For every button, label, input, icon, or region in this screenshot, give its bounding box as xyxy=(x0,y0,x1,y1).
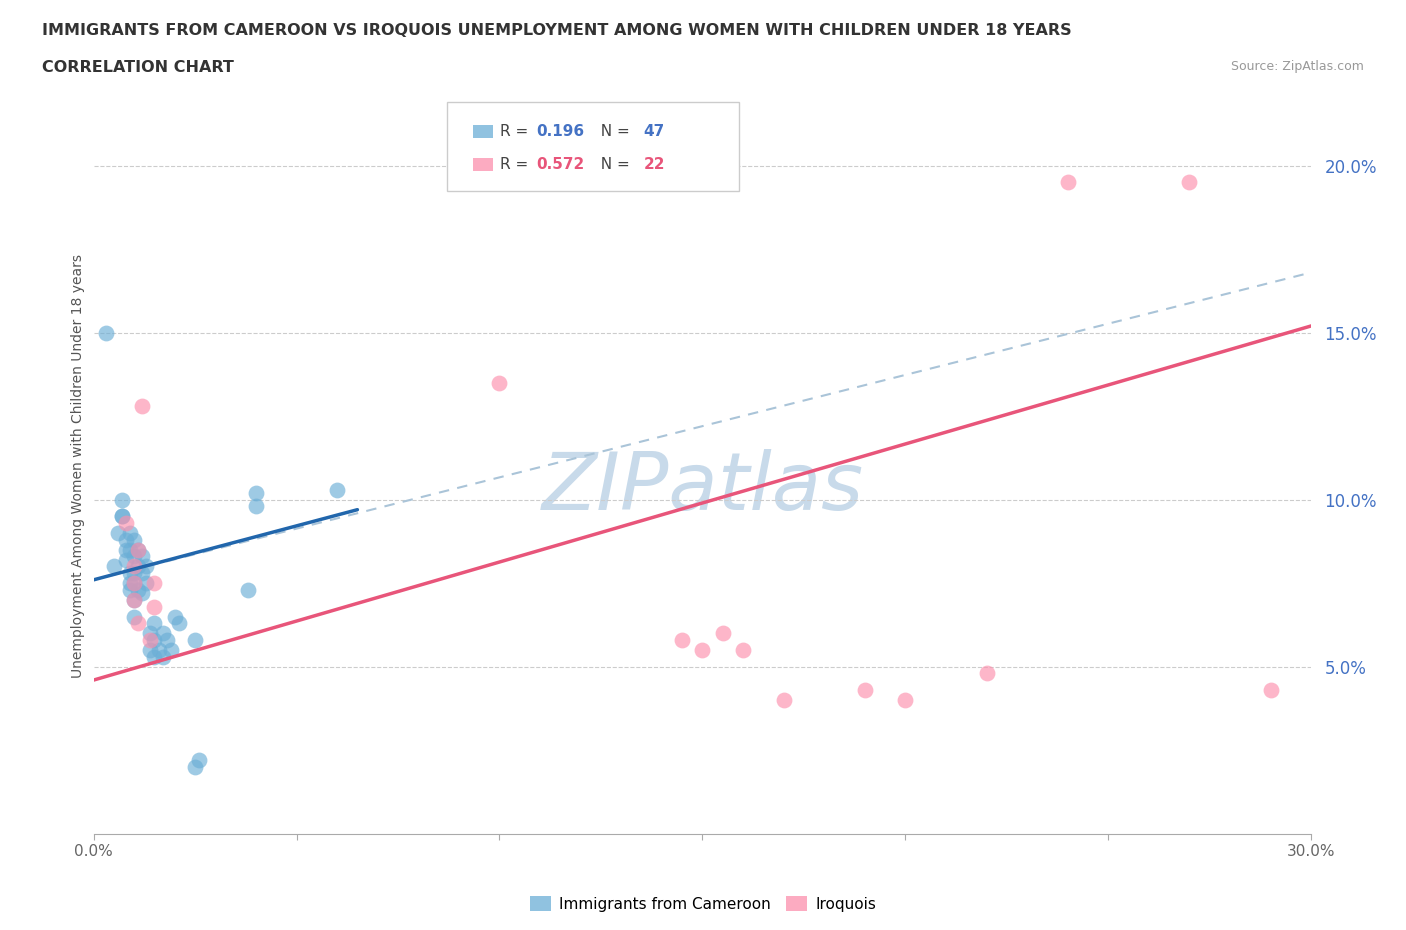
Text: ZIPatlas: ZIPatlas xyxy=(541,449,863,527)
Point xyxy=(122,549,145,564)
Point xyxy=(120,542,142,557)
Y-axis label: Unemployment Among Women with Children Under 18 years: Unemployment Among Women with Children U… xyxy=(72,254,86,678)
Point xyxy=(143,599,166,614)
Text: Source: ZipAtlas.com: Source: ZipAtlas.com xyxy=(1230,60,1364,73)
FancyBboxPatch shape xyxy=(474,126,494,139)
Point xyxy=(245,485,267,500)
Point xyxy=(488,376,510,391)
Point xyxy=(894,693,917,708)
Text: 0.572: 0.572 xyxy=(536,157,585,172)
Point xyxy=(122,592,145,607)
Point xyxy=(711,626,734,641)
Point xyxy=(127,559,149,574)
Point xyxy=(159,643,181,658)
Point xyxy=(122,592,145,607)
FancyBboxPatch shape xyxy=(447,102,740,191)
Point xyxy=(152,626,174,641)
Point xyxy=(143,616,166,631)
Legend: Immigrants from Cameroon, Iroquois: Immigrants from Cameroon, Iroquois xyxy=(524,890,882,918)
Point xyxy=(139,626,162,641)
FancyBboxPatch shape xyxy=(474,158,494,171)
Point xyxy=(326,482,349,497)
Point xyxy=(152,649,174,664)
Text: CORRELATION CHART: CORRELATION CHART xyxy=(42,60,233,75)
Point xyxy=(143,649,166,664)
Point xyxy=(772,693,794,708)
Point xyxy=(236,582,259,597)
Point xyxy=(127,542,149,557)
Point xyxy=(184,632,207,647)
Point xyxy=(111,492,134,507)
Point xyxy=(122,576,145,591)
Point xyxy=(731,643,754,658)
Point xyxy=(167,616,190,631)
Point xyxy=(135,576,157,591)
Point xyxy=(245,498,267,513)
Point xyxy=(122,565,145,580)
Point xyxy=(853,683,876,698)
Point xyxy=(127,616,149,631)
Point xyxy=(139,643,162,658)
Point xyxy=(122,609,145,624)
Text: N =: N = xyxy=(591,125,634,140)
Point xyxy=(127,542,149,557)
Point xyxy=(692,643,714,658)
Point xyxy=(156,632,179,647)
Point xyxy=(143,576,166,591)
Point xyxy=(131,549,153,564)
Point xyxy=(139,632,162,647)
Point xyxy=(120,525,142,540)
Point xyxy=(120,582,142,597)
Point xyxy=(671,632,693,647)
Point xyxy=(115,542,138,557)
Point xyxy=(148,643,170,658)
Point xyxy=(131,586,153,601)
Point xyxy=(184,760,207,775)
Text: 22: 22 xyxy=(644,157,665,172)
Text: N =: N = xyxy=(591,157,634,172)
Point xyxy=(1260,683,1282,698)
Point xyxy=(107,525,129,540)
Point xyxy=(1056,175,1078,190)
Text: R =: R = xyxy=(499,125,533,140)
Point xyxy=(115,552,138,567)
Point xyxy=(111,509,134,524)
Point xyxy=(976,666,998,681)
Point xyxy=(131,399,153,414)
Point xyxy=(143,632,166,647)
Point xyxy=(127,582,149,597)
Point xyxy=(111,509,134,524)
Text: R =: R = xyxy=(499,157,533,172)
Text: 0.196: 0.196 xyxy=(536,125,585,140)
Text: 47: 47 xyxy=(644,125,665,140)
Point xyxy=(122,576,145,591)
Point xyxy=(122,559,145,574)
Point xyxy=(188,753,211,768)
Point xyxy=(103,559,125,574)
Point xyxy=(94,326,117,340)
Point xyxy=(122,532,145,547)
Point xyxy=(163,609,186,624)
Point xyxy=(131,565,153,580)
Point xyxy=(1178,175,1201,190)
Point xyxy=(135,559,157,574)
Text: IMMIGRANTS FROM CAMEROON VS IROQUOIS UNEMPLOYMENT AMONG WOMEN WITH CHILDREN UNDE: IMMIGRANTS FROM CAMEROON VS IROQUOIS UNE… xyxy=(42,23,1071,38)
Point xyxy=(115,515,138,530)
Point xyxy=(115,532,138,547)
Point xyxy=(120,576,142,591)
Point xyxy=(120,565,142,580)
